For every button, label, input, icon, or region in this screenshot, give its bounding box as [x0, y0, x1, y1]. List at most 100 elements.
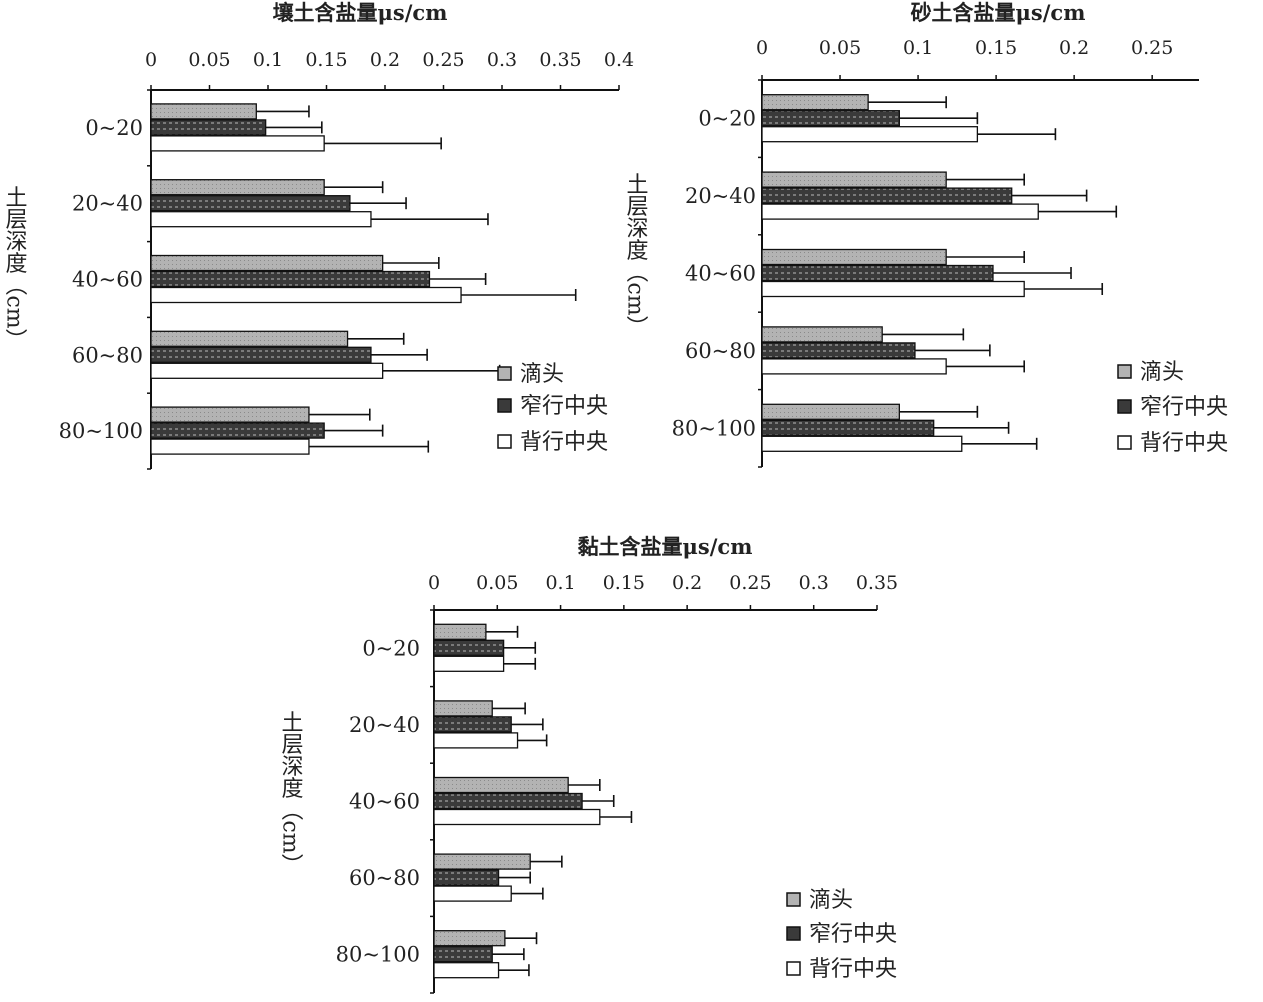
- sand-bar-wide: [761, 358, 947, 375]
- sand-category-label: 20~40: [685, 184, 756, 208]
- loam-bar-wide: [150, 135, 325, 152]
- loam-category-label: 0~20: [85, 116, 143, 140]
- loam-chart: 壤土含盐量μs/cm 0 0.05 0.1 0.15 0.2 0.25 0.3 0.35 0.4 土…: [2, 0, 634, 470]
- sand-bar-narrow: [761, 264, 994, 282]
- sand-bar-wide: [761, 280, 1025, 298]
- clay-xtick-label: 0.2: [672, 572, 702, 594]
- clay-category-label: 20~40: [349, 713, 420, 737]
- loam-legend-label-dripper: 滴头: [520, 362, 564, 387]
- sand-bar-dripper: [761, 94, 869, 111]
- clay-xtick-label: 0.25: [729, 572, 771, 594]
- clay-xtick-label: 0.35: [856, 572, 898, 594]
- clay-xtick-label: 0.1: [545, 572, 575, 594]
- clay-title: 黏土含盐量μs/cm: [578, 534, 753, 559]
- sand-legend-label-dripper: 滴头: [1140, 360, 1184, 385]
- loam-bar-wide: [150, 211, 372, 228]
- sand-title: 砂土含盐量μs/cm: [911, 0, 1086, 25]
- sand-bar-dripper: [761, 171, 947, 188]
- sand-chart: 砂土含盐量μs/cm 0 0.05 0.1 0.15 0.2 0.25 土层深度（cm） 0~2…: [623, 0, 1228, 468]
- clay-bar-narrow: [433, 946, 493, 963]
- loam-bar-dripper: [150, 330, 349, 347]
- loam-bar-narrow: [150, 119, 267, 136]
- clay-bar-narrow: [433, 639, 505, 656]
- sand-category-label: 60~80: [685, 339, 756, 363]
- loam-bar-dripper: [150, 406, 310, 423]
- loam-category-label: 20~40: [72, 192, 143, 216]
- clay-bar-dripper: [433, 930, 506, 947]
- loam-category-label: 60~80: [72, 343, 143, 367]
- loam-legend-label-narrow: 窄行中央: [520, 394, 608, 419]
- clay-xtick-label: 0.3: [799, 572, 829, 594]
- loam-xtick-label: 0.4: [604, 49, 634, 71]
- loam-legend-swatch-dripper: [497, 366, 512, 381]
- clay-legend-swatch-dripper: [786, 892, 801, 907]
- sand-xtick-label: 0.1: [903, 37, 933, 59]
- sand-bar-narrow: [761, 342, 916, 359]
- sand-xtick-label: 0.15: [975, 37, 1017, 59]
- sand-bar-narrow: [761, 110, 900, 127]
- loam-xtick-label: 0.05: [188, 49, 230, 71]
- clay-bar-wide: [433, 962, 500, 979]
- sand-legend-swatch-dripper: [1117, 364, 1132, 379]
- sand-bar-dripper: [761, 248, 947, 266]
- clay-legend-label-wide: 背行中央: [809, 957, 897, 982]
- loam-xtick-label: 0.3: [487, 49, 517, 71]
- clay-category-label: 80~100: [336, 943, 420, 967]
- loam-y-label: 土层深度（cm）: [2, 185, 28, 350]
- clay-bar-dripper: [433, 853, 531, 870]
- sand-xtick-label: 0.25: [1131, 37, 1173, 59]
- clay-category-label: 40~60: [349, 790, 420, 814]
- loam-bar-narrow: [150, 270, 431, 288]
- sand-xtick-label: 0.2: [1059, 37, 1089, 59]
- loam-xtick-label: 0: [145, 49, 157, 71]
- sand-xtick-label: 0.05: [819, 37, 861, 59]
- sand-bar-wide: [761, 126, 979, 143]
- loam-bar-wide: [150, 286, 462, 304]
- loam-bar-wide: [150, 438, 310, 455]
- sand-legend-label-wide: 背行中央: [1140, 431, 1228, 456]
- sand-bar-narrow: [761, 187, 1013, 204]
- sand-xtick-label: 0: [756, 37, 768, 59]
- loam-bar-dripper: [150, 179, 325, 196]
- sand-bar-wide: [761, 203, 1039, 220]
- clay-bar-narrow: [433, 792, 583, 810]
- loam-xtick-label: 0.35: [539, 49, 581, 71]
- sand-bar-narrow: [761, 419, 935, 436]
- clay-xtick-label: 0: [428, 572, 440, 594]
- loam-legend-label-wide: 背行中央: [520, 430, 608, 455]
- clay-bar-narrow: [433, 716, 512, 733]
- loam-xtick-label: 0.1: [253, 49, 283, 71]
- clay-bar-wide: [433, 732, 519, 749]
- clay-xtick-label: 0.05: [476, 572, 518, 594]
- clay-bar-wide: [433, 885, 512, 902]
- sand-y-label: 土层深度（cm）: [623, 172, 649, 337]
- clay-legend-swatch-narrow: [786, 926, 801, 941]
- loam-legend-swatch-wide: [497, 434, 512, 449]
- loam-bar-dripper: [150, 254, 384, 272]
- loam-title: 壤土含盐量μs/cm: [273, 0, 448, 25]
- sand-legend-swatch-narrow: [1117, 399, 1132, 414]
- clay-category-label: 0~20: [362, 636, 420, 660]
- sand-bar-dripper: [761, 326, 883, 343]
- loam-xtick-label: 0.2: [370, 49, 400, 71]
- sand-bar-dripper: [761, 403, 900, 420]
- clay-bar-dripper: [433, 700, 493, 717]
- loam-bar-narrow: [150, 422, 325, 439]
- loam-bar-narrow: [150, 346, 372, 363]
- clay-bar-dripper: [433, 623, 487, 640]
- clay-chart: 黏土含盐量μs/cm 0 0.05 0.1 0.15 0.2 0.25 0.3 0.35 土层深度…: [278, 534, 898, 994]
- clay-legend-label-dripper: 滴头: [809, 888, 853, 913]
- clay-bar-wide: [433, 808, 601, 826]
- sand-category-label: 0~20: [698, 107, 756, 131]
- clay-y-label: 土层深度（cm）: [278, 710, 304, 875]
- sand-legend-swatch-wide: [1117, 435, 1132, 450]
- loam-bar-dripper: [150, 103, 257, 120]
- loam-xtick-label: 0.15: [305, 49, 347, 71]
- clay-bar-dripper: [433, 776, 569, 794]
- sand-bar-wide: [761, 435, 963, 452]
- sand-category-label: 80~100: [672, 416, 756, 440]
- clay-xtick-label: 0.15: [603, 572, 645, 594]
- loam-category-label: 80~100: [59, 419, 143, 443]
